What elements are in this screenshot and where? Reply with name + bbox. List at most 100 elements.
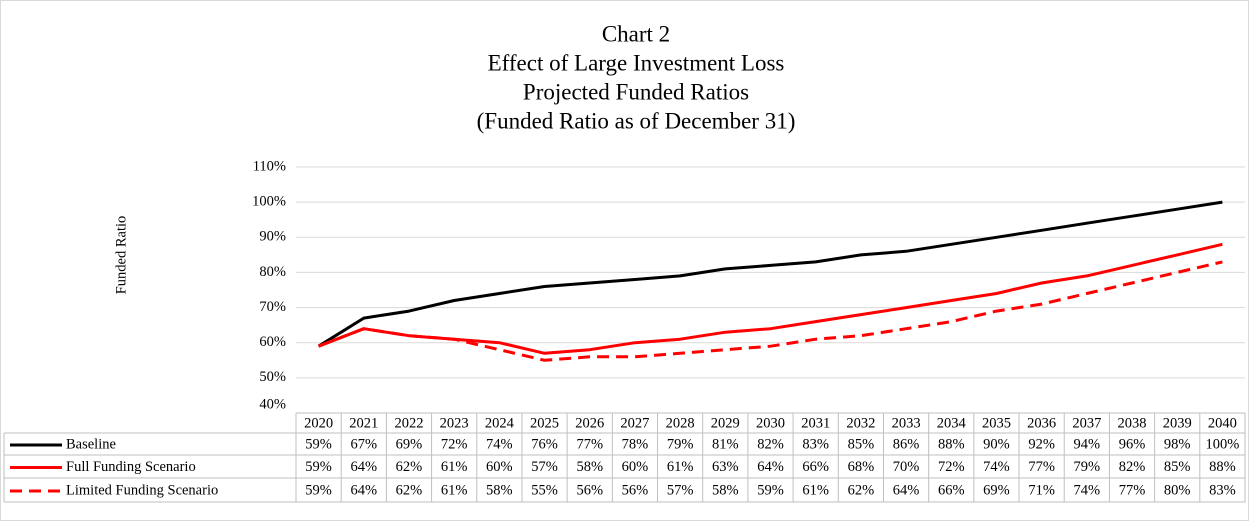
x-tick-label: 2040 [1208, 415, 1237, 431]
chart-title: Projected Funded Ratios [523, 79, 749, 104]
data-label: 98% [1164, 436, 1191, 452]
data-label: 81% [712, 436, 739, 452]
data-label: 64% [893, 482, 920, 498]
data-label: 72% [938, 459, 965, 475]
legend-label: Limited Funding Scenario [66, 482, 218, 498]
data-label: 77% [576, 436, 603, 452]
data-label: 77% [1119, 482, 1146, 498]
data-label: 56% [576, 482, 603, 498]
data-label: 62% [396, 482, 423, 498]
data-label: 88% [1209, 459, 1236, 475]
x-tick-label: 2035 [982, 415, 1011, 431]
chart-title: Effect of Large Investment Loss [488, 50, 785, 75]
x-tick-label: 2036 [1027, 415, 1056, 431]
x-tick-label: 2020 [304, 415, 333, 431]
x-tick-label: 2034 [937, 415, 967, 431]
data-label: 61% [441, 459, 468, 475]
series-line [318, 260, 1223, 362]
data-label: 85% [848, 436, 875, 452]
data-label: 79% [1074, 459, 1101, 475]
data-label: 55% [531, 482, 558, 498]
legend-label: Full Funding Scenario [66, 459, 196, 475]
data-label: 64% [757, 459, 784, 475]
data-label: 74% [486, 436, 513, 452]
data-label: 71% [1028, 482, 1055, 498]
data-label: 61% [441, 482, 468, 498]
data-label: 72% [441, 436, 468, 452]
data-label: 57% [531, 459, 558, 475]
data-label: 92% [1028, 436, 1055, 452]
x-tick-label: 2033 [892, 415, 921, 431]
data-label: 61% [802, 482, 829, 498]
x-tick-label: 2023 [440, 415, 469, 431]
data-label: 62% [396, 459, 423, 475]
data-label: 85% [1164, 459, 1191, 475]
data-label: 74% [1074, 482, 1101, 498]
data-label: 70% [893, 459, 920, 475]
data-label: 58% [712, 482, 739, 498]
data-label: 77% [1028, 459, 1055, 475]
y-tick-label: 50% [259, 369, 286, 385]
data-label: 67% [350, 436, 377, 452]
y-axis-label: Funded Ratio [113, 216, 129, 295]
data-label: 94% [1074, 436, 1101, 452]
y-tick-label: 90% [259, 229, 286, 245]
data-label: 96% [1119, 436, 1146, 452]
x-tick-label: 2039 [1163, 415, 1192, 431]
data-label: 63% [712, 459, 739, 475]
data-label: 100% [1205, 436, 1239, 452]
series-line [318, 242, 1223, 355]
chart-title: (Funded Ratio as of December 31) [477, 108, 796, 133]
data-label: 59% [305, 459, 332, 475]
data-label: 69% [396, 436, 423, 452]
data-label: 79% [667, 436, 694, 452]
y-tick-label: 110% [253, 158, 286, 174]
data-label: 68% [848, 459, 875, 475]
data-label: 88% [938, 436, 965, 452]
legend-label: Baseline [66, 436, 116, 452]
data-label: 82% [757, 436, 784, 452]
x-tick-label: 2024 [485, 415, 515, 431]
data-label: 76% [531, 436, 558, 452]
data-label: 83% [802, 436, 829, 452]
data-label: 59% [305, 436, 332, 452]
x-tick-label: 2025 [530, 415, 559, 431]
data-label: 61% [667, 459, 694, 475]
data-label: 58% [486, 482, 513, 498]
x-tick-label: 2028 [666, 415, 695, 431]
x-tick-label: 2032 [846, 415, 875, 431]
x-tick-label: 2031 [801, 415, 830, 431]
series-line [317, 200, 1223, 348]
data-label: 66% [938, 482, 965, 498]
data-label: 83% [1209, 482, 1236, 498]
y-tick-label: 40% [259, 396, 286, 412]
data-label: 78% [622, 436, 649, 452]
y-tick-label: 60% [259, 334, 286, 350]
x-tick-label: 2029 [711, 415, 740, 431]
x-tick-label: 2038 [1118, 415, 1147, 431]
data-label: 56% [622, 482, 649, 498]
data-label: 64% [350, 459, 377, 475]
data-label: 60% [622, 459, 649, 475]
x-tick-label: 2027 [620, 415, 649, 431]
data-label: 60% [486, 459, 513, 475]
data-label: 66% [802, 459, 829, 475]
data-label: 62% [848, 482, 875, 498]
x-tick-label: 2037 [1072, 415, 1101, 431]
x-tick-label: 2022 [394, 415, 423, 431]
x-tick-label: 2030 [756, 415, 785, 431]
y-tick-label: 100% [252, 193, 286, 209]
y-tick-label: 80% [259, 264, 286, 280]
data-label: 64% [350, 482, 377, 498]
data-label: 86% [893, 436, 920, 452]
chart-title: Chart 2 [602, 21, 670, 46]
x-tick-label: 2026 [575, 415, 604, 431]
data-label: 80% [1164, 482, 1191, 498]
x-tick-label: 2021 [349, 415, 378, 431]
data-label: 82% [1119, 459, 1146, 475]
data-label: 57% [667, 482, 694, 498]
data-label: 74% [983, 459, 1010, 475]
y-tick-label: 70% [259, 299, 286, 315]
